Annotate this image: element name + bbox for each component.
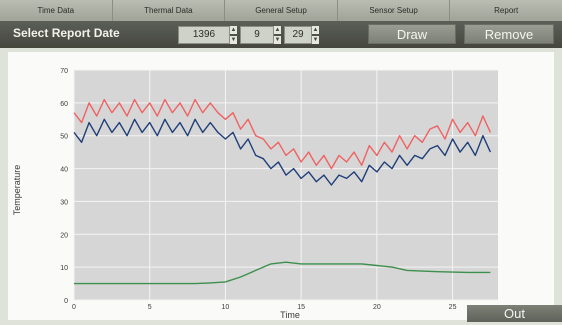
x-axis-label: Time	[280, 310, 300, 320]
y-tick-label: 30	[60, 199, 68, 206]
x-tick-label: 20	[373, 304, 381, 311]
y-tick-label: 40	[60, 167, 68, 174]
y-tick-label: 70	[60, 68, 68, 75]
out-button[interactable]: Out	[467, 305, 562, 322]
x-tick-label: 25	[449, 304, 457, 311]
tab-bar: Time Data Thermal Data General Setup Sen…	[0, 0, 562, 21]
tab-general-setup[interactable]: General Setup	[225, 0, 338, 21]
y-tick-label: 10	[60, 265, 68, 272]
year-field[interactable]: 1396	[178, 26, 230, 44]
x-ticks: 0 5 10 15 20 25	[72, 304, 457, 311]
x-tick-label: 15	[297, 304, 305, 311]
spin-up-icon[interactable]: ▲	[274, 26, 281, 34]
chart-panel: 0 10 20 30 40 50 60 70 0 5 10 15 20 25 Temperature T…	[8, 52, 554, 320]
day-spinner[interactable]: ▲ ▼	[312, 26, 319, 44]
month-field[interactable]: 9	[240, 26, 274, 44]
series-line-1	[73, 98, 492, 170]
temperature-chart: 0 10 20 30 40 50 60 70 0 5 10 15 20 25 Temperature T…	[12, 68, 498, 320]
y-tick-label: 50	[60, 134, 68, 141]
series-lines	[73, 98, 492, 285]
report-toolbar: Select Report Date 1396 ▲ ▼ 9 ▲ ▼ 29 ▲ ▼…	[0, 21, 562, 48]
year-spinner[interactable]: ▲ ▼	[230, 26, 237, 44]
spin-up-icon[interactable]: ▲	[230, 26, 237, 34]
tab-time-data[interactable]: Time Data	[0, 0, 113, 21]
series-line-3	[74, 261, 491, 285]
grid	[73, 69, 498, 301]
spin-up-icon[interactable]: ▲	[312, 26, 319, 34]
y-tick-label: 20	[60, 232, 68, 239]
day-field[interactable]: 29	[284, 26, 312, 44]
series-line-2	[73, 118, 492, 186]
x-tick-label: 10	[222, 304, 230, 311]
x-tick-label: 0	[72, 304, 76, 311]
month-spinner[interactable]: ▲ ▼	[274, 26, 281, 44]
y-ticks: 0 10 20 30 40 50 60 70	[60, 68, 68, 305]
page-title: Select Report Date	[13, 26, 120, 40]
tab-sensor-setup[interactable]: Sensor Setup	[338, 0, 451, 21]
y-tick-label: 0	[64, 298, 68, 305]
tab-report[interactable]: Report	[494, 6, 519, 15]
y-tick-label: 60	[60, 101, 68, 108]
spin-down-icon[interactable]: ▼	[312, 36, 319, 44]
x-tick-label: 5	[148, 304, 152, 311]
spin-down-icon[interactable]: ▼	[274, 36, 281, 44]
tab-thermal-data[interactable]: Thermal Data	[113, 0, 226, 21]
y-axis-label: Temperature	[12, 165, 22, 216]
spin-down-icon[interactable]: ▼	[230, 36, 237, 44]
remove-button[interactable]: Remove	[464, 24, 554, 44]
draw-button[interactable]: Draw	[368, 24, 456, 44]
